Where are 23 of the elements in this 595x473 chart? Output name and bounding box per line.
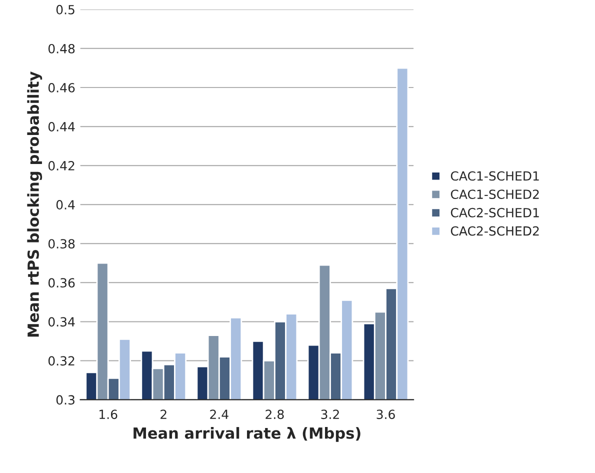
x-tick-label: 3.2 — [321, 410, 339, 420]
x-axis-title: Mean arrival rate λ (Mbps) — [134, 427, 360, 442]
legend-label: CAC1-SCHED2 — [450, 190, 539, 200]
legend-label: CAC1-SCHED1 — [450, 171, 539, 181]
x-tick-label: 3.6 — [376, 410, 395, 420]
x-tick-label: 2.4 — [210, 410, 228, 419]
y-tick-label: 0.38 — [48, 239, 75, 249]
y-tick-label: 0.3 — [56, 395, 74, 405]
y-tick-label: 0.32 — [48, 356, 74, 366]
x-tick-label: 1.6 — [100, 410, 118, 420]
y-tick-label: 0.5 — [56, 4, 74, 14]
x-tick-label: 2 — [160, 410, 166, 419]
legend-label: CAC2-SCHED2 — [450, 226, 539, 236]
legend-label: CAC2-SCHED1 — [450, 208, 539, 218]
y-tick-label: 0.4 — [56, 200, 75, 210]
y-tick-label: 0.36 — [48, 278, 75, 288]
y-tick-label: 0.42 — [48, 161, 74, 170]
y-tick-label: 0.34 — [48, 317, 75, 327]
y-axis-title: Mean rtPS blocking probability — [27, 71, 42, 337]
y-tick-label: 0.48 — [48, 44, 75, 54]
y-tick-label: 0.44 — [48, 122, 75, 132]
x-tick-label: 2.8 — [266, 410, 284, 420]
y-tick-label: 0.46 — [48, 82, 75, 92]
